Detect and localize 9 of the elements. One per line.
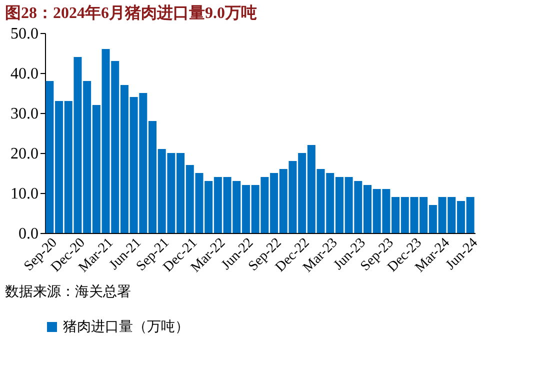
y-tick-label: 40.0 (10, 66, 38, 82)
y-tick-label: 50.0 (10, 26, 38, 42)
y-tick-label: 10.0 (10, 186, 38, 202)
legend-label: 猪肉进口量（万吨） (63, 319, 189, 335)
y-tick-label: 20.0 (10, 146, 38, 162)
chart-title: 图28：2024年6月猪肉进口量9.0万吨 (5, 4, 257, 22)
source-note: 数据来源：海关总署 (5, 284, 131, 300)
y-tick-label: 30.0 (10, 106, 38, 122)
y-tick-label: 0.0 (18, 226, 38, 242)
